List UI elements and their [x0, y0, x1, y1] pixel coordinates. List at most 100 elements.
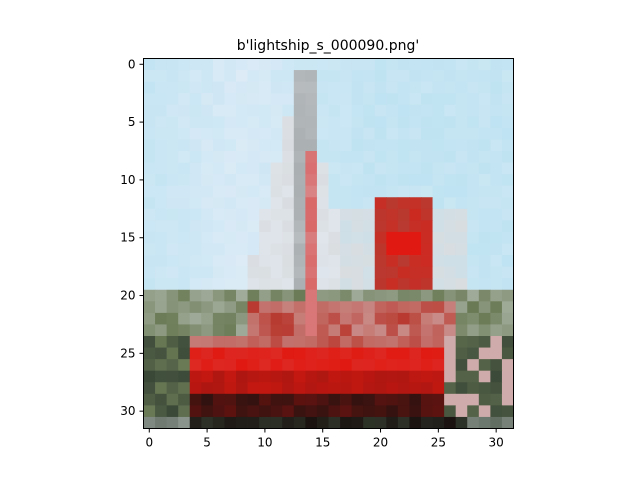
- pixel-cell: [166, 104, 179, 117]
- pixel-cell: [201, 416, 214, 429]
- pixel-cell: [316, 231, 329, 244]
- pixel-cell: [328, 220, 341, 233]
- pixel-cell: [363, 416, 376, 429]
- pixel-cell: [490, 151, 503, 163]
- pixel-cell: [490, 312, 503, 325]
- pixel-cell: [467, 174, 480, 187]
- pixel-cell: [155, 416, 168, 429]
- pixel-cell: [293, 208, 306, 221]
- pixel-cell: [259, 81, 272, 94]
- pixel-cell: [270, 243, 283, 256]
- pixel-cell: [374, 312, 387, 325]
- pixel-cell: [501, 405, 514, 418]
- pixel-cell: [444, 93, 457, 106]
- pixel-cell: [340, 151, 353, 163]
- pixel-cell: [397, 104, 410, 117]
- pixel-cell: [155, 58, 168, 71]
- pixel-cell: [316, 312, 329, 325]
- pixel-cell: [328, 231, 341, 244]
- pixel-cell: [386, 255, 399, 268]
- pixel-cell: [247, 185, 260, 198]
- pixel-cell: [467, 393, 480, 406]
- pixel-cell: [444, 301, 457, 314]
- pixel-cell: [386, 243, 399, 256]
- pixel-cell: [143, 393, 156, 406]
- pixel-cell: [386, 151, 399, 163]
- pixel-cell: [478, 93, 491, 106]
- pixel-cell: [143, 127, 156, 140]
- pixel-cell: [444, 382, 457, 395]
- pixel-cell: [316, 162, 329, 175]
- pixel-cell: [455, 93, 468, 106]
- pixel-cell: [247, 393, 260, 406]
- pixel-cell: [455, 174, 468, 187]
- pixel-cell: [259, 243, 272, 256]
- pixel-cell: [467, 151, 480, 163]
- pixel-cell: [340, 197, 353, 210]
- pixel-cell: [212, 185, 225, 198]
- pixel-cell: [236, 151, 248, 163]
- pixel-cell: [421, 174, 433, 187]
- pixel-cell: [432, 382, 445, 395]
- pixel-cell: [467, 220, 480, 233]
- pixel-cell: [340, 220, 353, 233]
- pixel-cell: [351, 347, 364, 360]
- pixel-cell: [478, 266, 491, 279]
- pixel-cell: [155, 359, 168, 372]
- pixel-cell: [351, 197, 364, 210]
- pixel-cell: [212, 197, 225, 210]
- pixel-cell: [351, 370, 364, 383]
- pixel-cell: [467, 185, 480, 198]
- pixel-cell: [282, 405, 295, 418]
- pixel-cell: [374, 139, 387, 152]
- pixel-cell: [189, 324, 202, 337]
- pixel-cell: [212, 393, 225, 406]
- pixel-cell: [259, 93, 272, 106]
- pixel-cell: [409, 359, 422, 372]
- pixel-cell: [328, 359, 341, 372]
- pixel-cell: [270, 127, 283, 140]
- pixel-cell: [166, 301, 179, 314]
- pixel-cell: [305, 289, 318, 302]
- pixel-cell: [374, 162, 387, 175]
- pixel-cell: [293, 405, 306, 418]
- pixel-cell: [212, 416, 225, 429]
- pixel-cell: [236, 301, 248, 314]
- pixel-cell: [340, 139, 353, 152]
- pixel-cell: [397, 116, 410, 129]
- pixel-cell: [155, 312, 168, 325]
- pixel-cell: [189, 127, 202, 140]
- pixel-cell: [282, 208, 295, 221]
- pixel-cell: [224, 208, 237, 221]
- pixel-cell: [201, 220, 214, 233]
- pixel-cell: [501, 289, 514, 302]
- pixel-cell: [189, 116, 202, 129]
- pixel-cell: [397, 278, 410, 291]
- pixel-cell: [374, 185, 387, 198]
- pixel-cell: [478, 289, 491, 302]
- pixel-cell: [351, 104, 364, 117]
- pixel-cell: [501, 208, 514, 221]
- pixel-cell: [501, 93, 514, 106]
- pixel-cell: [247, 266, 260, 279]
- pixel-cell: [409, 405, 422, 418]
- y-axis: 0 5 10 15 20 25 30: [120, 57, 144, 418]
- pixel-cell: [490, 174, 503, 187]
- pixel-cell: [178, 93, 191, 106]
- pixel-cell: [444, 243, 457, 256]
- pixel-cell: [455, 70, 468, 83]
- pixel-cell: [155, 324, 168, 337]
- pixel-cell: [386, 174, 399, 187]
- pixel-cell: [212, 243, 225, 256]
- pixel-cell: [282, 70, 295, 83]
- pixel-cell: [282, 58, 295, 71]
- pixel-cell: [340, 359, 353, 372]
- pixel-cell: [236, 116, 248, 129]
- pixel-cell: [444, 336, 457, 348]
- pixel-cell: [409, 139, 422, 152]
- pixel-cell: [143, 185, 156, 198]
- pixel-cell: [305, 70, 318, 83]
- pixel-cell: [178, 243, 191, 256]
- pixel-cell: [490, 416, 503, 429]
- pixel-cell: [178, 151, 191, 163]
